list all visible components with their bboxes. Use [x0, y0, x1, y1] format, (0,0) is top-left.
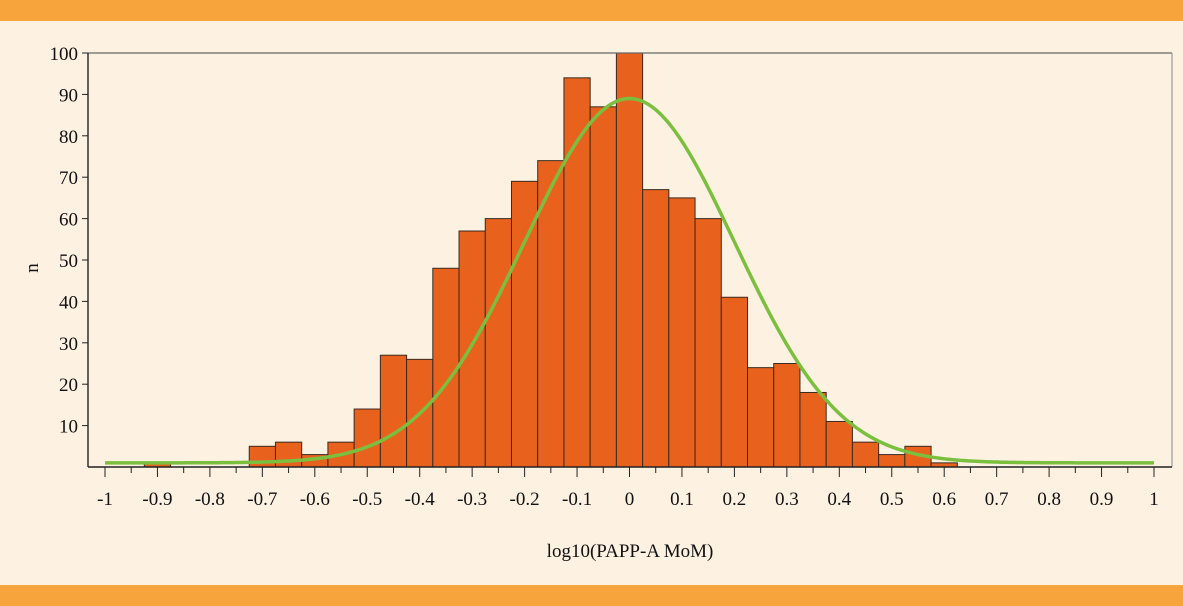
x-tick-label: -0.2	[510, 489, 540, 510]
histogram-bar-19	[615, 52, 644, 468]
y-tick-label: 100	[50, 44, 79, 65]
histogram-bar-12	[432, 267, 460, 468]
x-tick-label: 0.7	[985, 489, 1009, 510]
y-tick-label: 20	[59, 375, 78, 396]
y-tick-label: 10	[59, 417, 78, 438]
histogram-bar-21	[668, 197, 696, 468]
x-tick-label: 0.9	[1090, 489, 1114, 510]
y-tick-label: 30	[59, 334, 78, 355]
y-tick-label: 50	[59, 251, 78, 272]
x-tick-label: -0.5	[352, 489, 382, 510]
histogram-bar-10	[379, 354, 408, 468]
histogram-bar-6	[274, 441, 303, 468]
x-tick-label: 0.8	[1037, 489, 1061, 510]
histogram-bar-9	[353, 408, 381, 468]
x-tick-label: -0.9	[142, 489, 172, 510]
histogram-bar-26	[799, 391, 827, 468]
x-tick-label: -0.6	[300, 489, 330, 510]
histogram-bar-18	[589, 106, 617, 468]
histogram-bar-25	[773, 363, 801, 468]
histogram-bar-23	[720, 296, 749, 468]
histogram-bar-14	[484, 218, 512, 468]
histogram-bar-29	[878, 454, 906, 468]
x-tick-label: -0.8	[195, 489, 225, 510]
x-axis-title: log10(PAPP-A MoM)	[547, 541, 714, 562]
x-tick-label: 1	[1149, 489, 1159, 510]
normal-fit-curve	[105, 96, 1154, 465]
x-tick-label: -0.4	[405, 489, 436, 510]
histogram-bar-22	[694, 218, 722, 468]
x-tick-label: 0.3	[775, 489, 799, 510]
x-tick-label: 0.5	[880, 489, 904, 510]
histogram-bar-16	[537, 160, 565, 468]
y-axis-ticks: 10 20 30 40 50 60 70 80 90 100	[50, 44, 88, 438]
y-tick-label: 60	[59, 210, 78, 231]
histogram-bar-27	[825, 420, 853, 468]
histogram-bar-17	[563, 77, 591, 468]
y-tick-label: 90	[59, 85, 78, 106]
histogram-bars	[143, 52, 958, 468]
x-tick-label: 0.2	[723, 489, 747, 510]
top-decorative-band	[0, 0, 1183, 21]
histogram-bar-13	[458, 230, 486, 468]
y-tick-label: 70	[59, 168, 78, 189]
y-axis-title: n	[22, 263, 43, 273]
histogram-bar-20	[642, 189, 670, 468]
histogram-bar-28	[851, 441, 880, 468]
bottom-decorative-band	[0, 585, 1183, 606]
x-tick-label: -0.7	[247, 489, 277, 510]
y-tick-label: 40	[59, 292, 78, 313]
x-tick-label: 0.6	[932, 489, 956, 510]
histogram-bar-24	[747, 367, 775, 468]
x-tick-label: 0.4	[827, 489, 851, 510]
x-tick-label: -1	[97, 489, 113, 510]
x-tick-label: 0	[625, 489, 635, 510]
y-tick-label: 80	[59, 127, 78, 148]
x-tick-label: -0.3	[457, 489, 487, 510]
x-tick-label: 0.1	[670, 489, 694, 510]
x-tick-label: -0.1	[562, 489, 592, 510]
x-axis-ticks: -1 -0.9 -0.8 -0.7 -0.6 -0.5 -0.4 -0.3 -0.2 -0.1 0 0…	[97, 467, 1159, 510]
